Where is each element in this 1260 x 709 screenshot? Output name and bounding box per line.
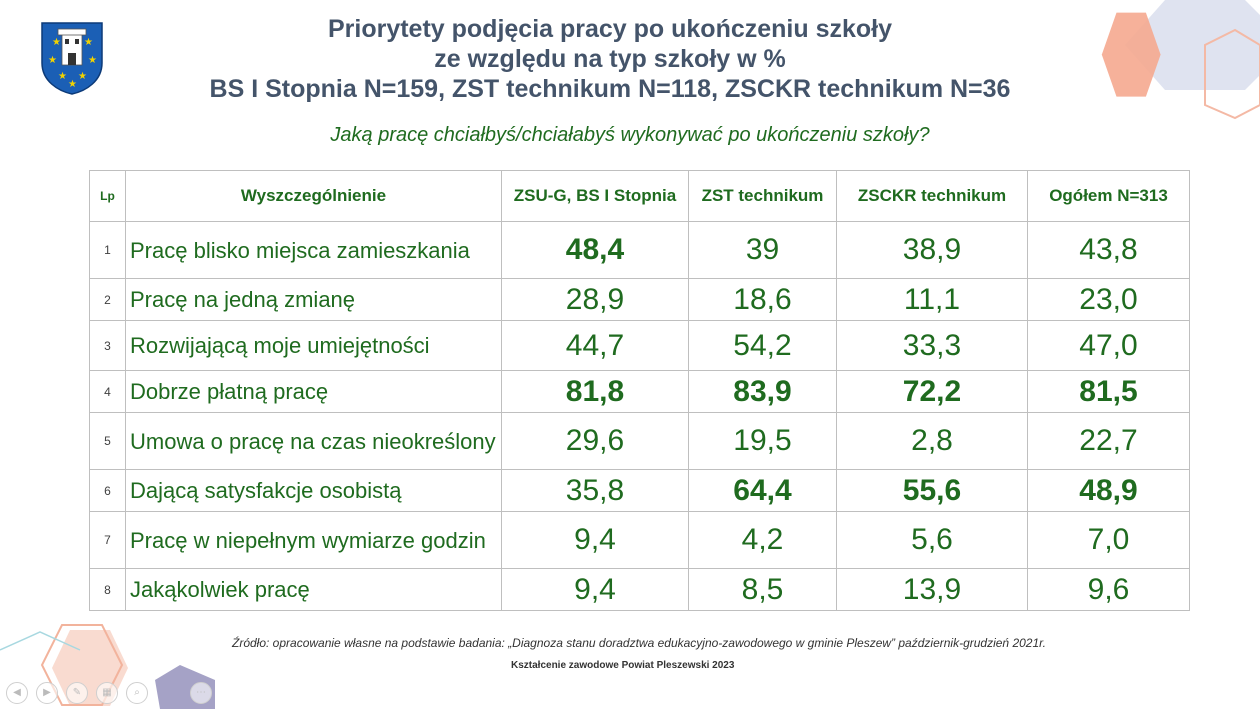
header-zsckr: ZSCKR technikum: [836, 170, 1028, 222]
table-row: 1 Pracę blisko miejsca zamieszkania 48,4…: [89, 221, 1190, 279]
row-description: Jakąkolwiek pracę: [125, 568, 502, 611]
table-row: 2 Pracę na jedną zmianę 28,9 18,6 11,1 2…: [89, 278, 1190, 321]
slide-title: Priorytety podjęcia pracy po ukończeniu …: [160, 14, 1060, 104]
row-lp: 7: [89, 511, 126, 569]
row-value-zst: 18,6: [688, 278, 837, 321]
prev-slide-icon[interactable]: ◀: [6, 682, 28, 704]
table-row: 3 Rozwijającą moje umiejętności 44,7 54,…: [89, 320, 1190, 371]
row-value-zst: 83,9: [688, 370, 837, 413]
row-value-zsckr: 55,6: [836, 469, 1028, 512]
row-value-zsug: 28,9: [501, 278, 689, 321]
row-value-zst: 8,5: [688, 568, 837, 611]
row-value-zsckr: 72,2: [836, 370, 1028, 413]
table-row: 4 Dobrze płatną pracę 81,8 83,9 72,2 81,…: [89, 370, 1190, 413]
row-value-zsckr: 2,8: [836, 412, 1028, 470]
row-value-zst: 54,2: [688, 320, 837, 371]
header-zsug: ZSU-G, BS I Stopnia: [501, 170, 689, 222]
table-row: 8 Jakąkolwiek pracę 9,4 8,5 13,9 9,6: [89, 568, 1190, 611]
zoom-icon[interactable]: ⌕: [126, 682, 148, 704]
row-description: Umowa o pracę na czas nieokreślony: [125, 412, 502, 470]
row-value-zst: 64,4: [688, 469, 837, 512]
row-value-total: 9,6: [1027, 568, 1190, 611]
row-value-zsckr: 13,9: [836, 568, 1028, 611]
header-lp: Lp: [89, 170, 126, 222]
row-value-total: 23,0: [1027, 278, 1190, 321]
row-description: Pracę w niepełnym wymiarze godzin: [125, 511, 502, 569]
row-value-total: 81,5: [1027, 370, 1190, 413]
row-description: Pracę na jedną zmianę: [125, 278, 502, 321]
row-value-zst: 39: [688, 221, 837, 279]
svg-text:★: ★: [52, 37, 61, 48]
row-value-zsug: 9,4: [501, 568, 689, 611]
row-value-zsckr: 5,6: [836, 511, 1028, 569]
svg-text:★: ★: [68, 79, 77, 90]
row-description: Dobrze płatną pracę: [125, 370, 502, 413]
row-value-total: 22,7: [1027, 412, 1190, 470]
row-value-zsug: 9,4: [501, 511, 689, 569]
source-note: Źródło: opracowanie własne na podstawie …: [232, 636, 1047, 650]
svg-text:★: ★: [88, 55, 97, 66]
row-value-zsug: 81,8: [501, 370, 689, 413]
results-table: Lp Wyszczególnienie ZSU-G, BS I Stopnia …: [89, 170, 1190, 611]
row-value-zsug: 29,6: [501, 412, 689, 470]
row-value-total: 47,0: [1027, 320, 1190, 371]
row-lp: 2: [89, 278, 126, 321]
row-lp: 4: [89, 370, 126, 413]
row-lp: 3: [89, 320, 126, 371]
row-value-zsckr: 11,1: [836, 278, 1028, 321]
row-lp: 8: [89, 568, 126, 611]
svg-text:★: ★: [78, 71, 87, 82]
row-lp: 6: [89, 469, 126, 512]
coat-of-arms-logo: ★ ★ ★ ★ ★ ★ ★: [41, 22, 103, 95]
title-line-2: ze względu na typ szkoły w %: [434, 45, 786, 73]
row-value-zsckr: 33,3: [836, 320, 1028, 371]
pen-icon[interactable]: ✎: [66, 682, 88, 704]
next-slide-icon[interactable]: ▶: [36, 682, 58, 704]
row-value-zsug: 35,8: [501, 469, 689, 512]
row-value-zst: 4,2: [688, 511, 837, 569]
decor-hexagons-top-right: [1101, 0, 1260, 120]
row-description: Dającą satysfakcje osobistą: [125, 469, 502, 512]
row-value-total: 48,9: [1027, 469, 1190, 512]
survey-question: Jaką pracę chciałbyś/chciałabyś wykonywa…: [330, 124, 930, 146]
row-description: Pracę blisko miejsca zamieszkania: [125, 221, 502, 279]
table-row: 6 Dającą satysfakcje osobistą 35,8 64,4 …: [89, 469, 1190, 512]
title-line-3: BS I Stopnia N=159, ZST technikum N=118,…: [209, 75, 1011, 103]
header-total: Ogółem N=313: [1027, 170, 1190, 222]
table-row: 5 Umowa o pracę na czas nieokreślony 29,…: [89, 412, 1190, 470]
row-value-total: 43,8: [1027, 221, 1190, 279]
svg-text:★: ★: [48, 55, 57, 66]
row-value-zsckr: 38,9: [836, 221, 1028, 279]
row-value-zsug: 48,4: [501, 221, 689, 279]
row-lp: 5: [89, 412, 126, 470]
row-description: Rozwijającą moje umiejętności: [125, 320, 502, 371]
more-icon[interactable]: ⋯: [190, 682, 212, 704]
footer-text: Kształcenie zawodowe Powiat Pleszewski 2…: [511, 660, 735, 671]
row-value-zst: 19,5: [688, 412, 837, 470]
header-zst: ZST technikum: [688, 170, 837, 222]
table-row: 7 Pracę w niepełnym wymiarze godzin 9,4 …: [89, 511, 1190, 569]
svg-text:★: ★: [58, 71, 67, 82]
slides-icon[interactable]: ▦: [96, 682, 118, 704]
title-line-1: Priorytety podjęcia pracy po ukończeniu …: [327, 15, 893, 43]
row-value-total: 7,0: [1027, 511, 1190, 569]
svg-text:★: ★: [84, 37, 93, 48]
row-value-zsug: 44,7: [501, 320, 689, 371]
table-header-row: Lp Wyszczególnienie ZSU-G, BS I Stopnia …: [89, 170, 1190, 222]
header-description: Wyszczególnienie: [125, 170, 502, 222]
row-lp: 1: [89, 221, 126, 279]
